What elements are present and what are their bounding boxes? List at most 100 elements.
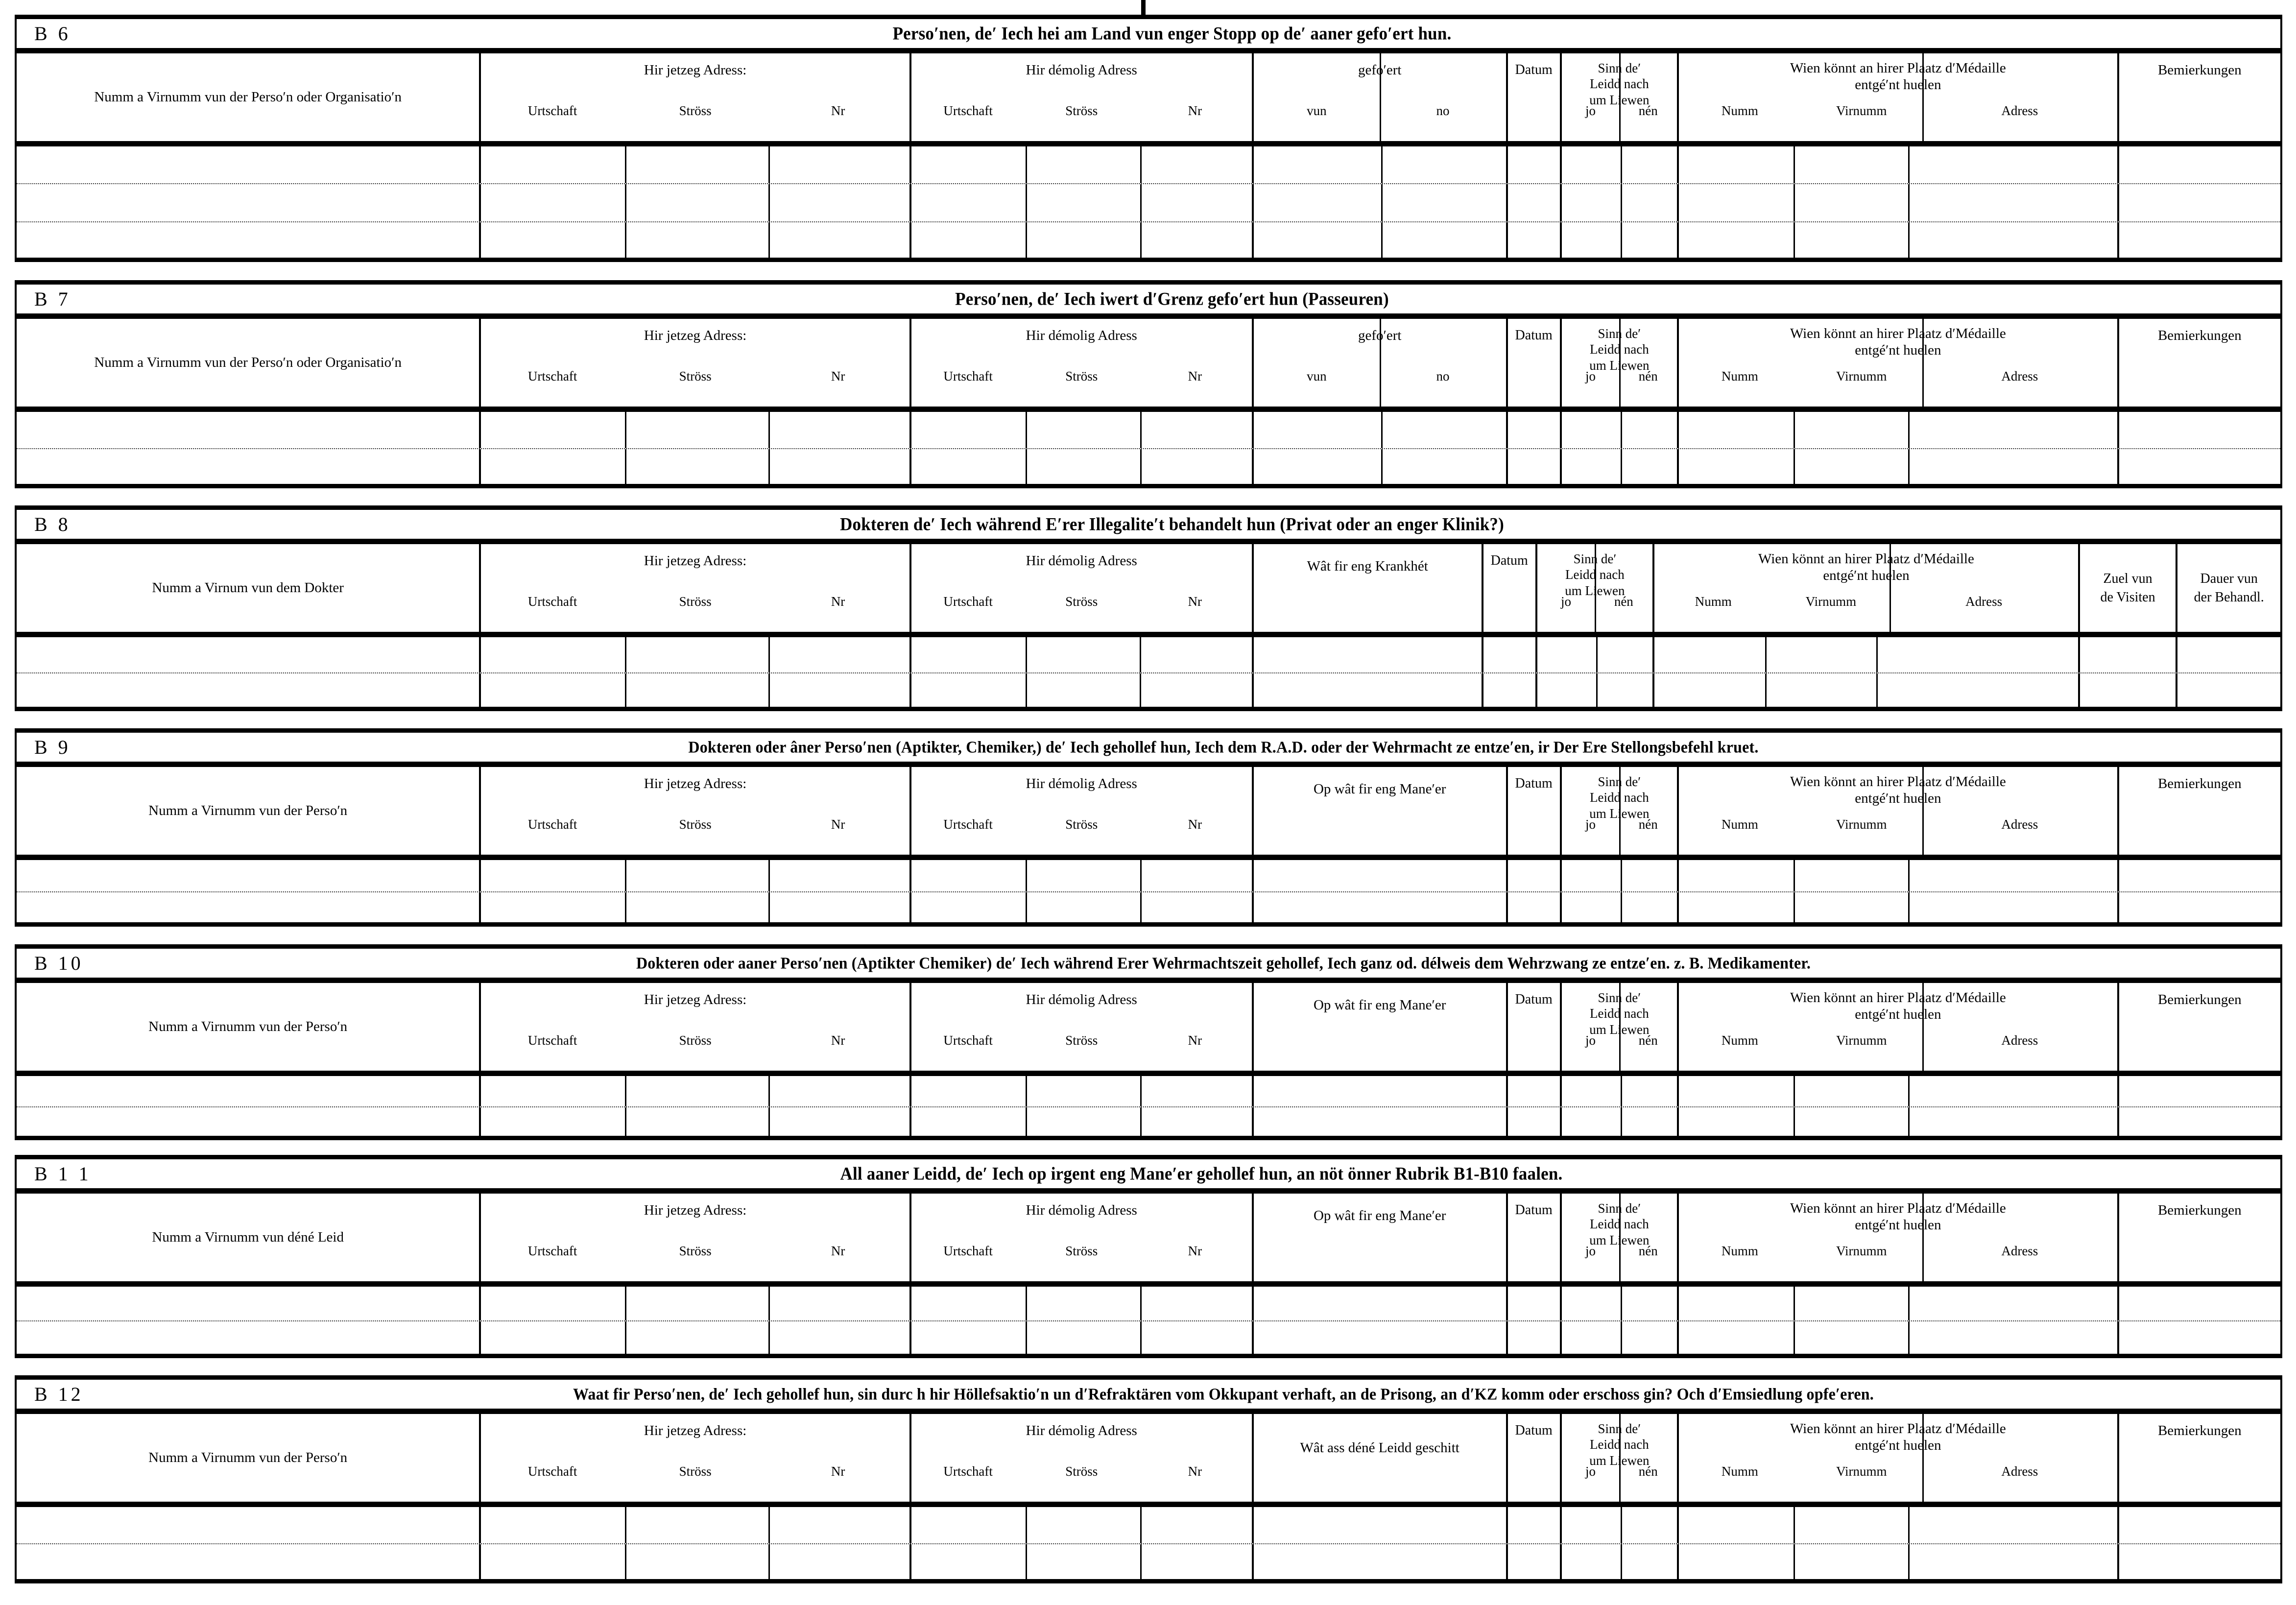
table-cell[interactable] <box>1679 1507 2119 1543</box>
table-cell[interactable] <box>1679 1544 2119 1581</box>
table-cell[interactable] <box>2119 1544 2280 1581</box>
table-row[interactable] <box>17 892 2280 925</box>
table-cell[interactable] <box>2119 1076 2280 1106</box>
table-cell[interactable] <box>1562 1076 1679 1106</box>
table-cell[interactable] <box>481 412 911 448</box>
table-cell[interactable] <box>1508 1107 1562 1138</box>
table-cell[interactable] <box>1562 449 1679 486</box>
table-row[interactable] <box>17 222 2280 260</box>
table-cell[interactable] <box>1254 1321 1508 1356</box>
table-cell[interactable] <box>1679 1321 2119 1356</box>
table-row[interactable] <box>17 1544 2280 1581</box>
table-cell[interactable] <box>17 892 481 925</box>
table-cell[interactable] <box>1483 637 1537 672</box>
table-cell[interactable] <box>17 146 481 184</box>
table-row[interactable] <box>17 1507 2280 1544</box>
table-cell[interactable] <box>911 673 1254 709</box>
table-cell[interactable] <box>1679 412 2119 448</box>
table-cell[interactable] <box>1254 892 1508 925</box>
table-cell[interactable] <box>1508 1507 1562 1543</box>
table-cell[interactable] <box>911 1544 1254 1581</box>
table-cell[interactable] <box>17 1287 481 1320</box>
table-cell[interactable] <box>481 1321 911 1356</box>
table-cell[interactable] <box>1537 637 1655 672</box>
table-row[interactable] <box>17 1076 2280 1107</box>
table-cell[interactable] <box>17 673 481 709</box>
table-cell[interactable] <box>911 637 1254 672</box>
table-cell[interactable] <box>911 1507 1254 1543</box>
table-cell[interactable] <box>1254 449 1508 486</box>
table-cell[interactable] <box>481 1287 911 1320</box>
table-cell[interactable] <box>481 892 911 925</box>
table-cell[interactable] <box>1508 449 1562 486</box>
table-cell[interactable] <box>2119 146 2280 183</box>
table-cell[interactable] <box>911 1287 1254 1320</box>
table-cell[interactable] <box>1254 1076 1508 1106</box>
table-cell[interactable] <box>1508 892 1562 925</box>
table-cell[interactable] <box>481 860 911 891</box>
table-row[interactable] <box>17 637 2280 673</box>
table-cell[interactable] <box>1679 146 2119 184</box>
table-cell[interactable] <box>1254 860 1508 891</box>
table-row[interactable] <box>17 449 2280 486</box>
table-cell[interactable] <box>1254 1507 1508 1543</box>
table-cell[interactable] <box>1562 892 1679 925</box>
table-cell[interactable] <box>911 1076 1254 1106</box>
table-cell[interactable] <box>1679 892 2119 925</box>
table-cell[interactable] <box>1508 1544 1562 1581</box>
table-row[interactable] <box>17 412 2280 449</box>
table-cell[interactable] <box>481 1507 911 1543</box>
table-cell[interactable] <box>2080 673 2178 709</box>
table-cell[interactable] <box>2119 412 2280 448</box>
table-cell[interactable] <box>1508 222 1562 260</box>
table-cell[interactable] <box>1679 222 2119 260</box>
table-cell[interactable] <box>1508 1287 1562 1320</box>
table-cell[interactable] <box>1508 412 1562 448</box>
table-cell[interactable] <box>1562 222 1679 260</box>
table-row[interactable] <box>17 673 2280 709</box>
table-cell[interactable] <box>1679 860 2119 891</box>
table-cell[interactable] <box>1679 1107 2119 1138</box>
table-cell[interactable] <box>1254 1107 1508 1138</box>
table-cell[interactable] <box>1254 1287 1508 1320</box>
table-cell[interactable] <box>1562 146 1679 184</box>
table-cell[interactable] <box>1654 673 2080 709</box>
table-cell[interactable] <box>481 1544 911 1581</box>
table-cell[interactable] <box>1508 146 1562 184</box>
table-cell[interactable] <box>1537 673 1655 709</box>
table-cell[interactable] <box>1254 412 1508 448</box>
table-cell[interactable] <box>17 1321 481 1356</box>
table-cell[interactable] <box>17 449 481 486</box>
table-cell[interactable] <box>17 860 481 891</box>
table-cell[interactable] <box>481 222 911 260</box>
table-cell[interactable] <box>1254 146 1508 184</box>
table-cell[interactable] <box>2119 860 2280 891</box>
table-cell[interactable] <box>1254 637 1483 672</box>
table-cell[interactable] <box>1562 860 1679 891</box>
table-cell[interactable] <box>17 184 481 221</box>
table-cell[interactable] <box>1254 222 1508 260</box>
table-cell[interactable] <box>1562 184 1679 221</box>
table-cell[interactable] <box>1562 412 1679 448</box>
table-cell[interactable] <box>17 637 481 672</box>
table-row[interactable] <box>17 1321 2280 1356</box>
table-cell[interactable] <box>481 637 911 672</box>
table-cell[interactable] <box>1562 1544 1679 1581</box>
table-cell[interactable] <box>1508 860 1562 891</box>
table-cell[interactable] <box>911 1107 1254 1138</box>
table-cell[interactable] <box>911 1321 1254 1356</box>
table-cell[interactable] <box>17 222 481 260</box>
table-cell[interactable] <box>17 412 481 448</box>
table-cell[interactable] <box>2119 222 2280 260</box>
table-cell[interactable] <box>17 1107 481 1138</box>
table-row[interactable] <box>17 146 2280 185</box>
table-cell[interactable] <box>1679 449 2119 486</box>
table-row[interactable] <box>17 184 2280 222</box>
table-cell[interactable] <box>17 1076 481 1106</box>
table-cell[interactable] <box>1254 1544 1508 1581</box>
table-cell[interactable] <box>1679 184 2119 221</box>
table-cell[interactable] <box>911 222 1254 260</box>
table-cell[interactable] <box>481 1107 911 1138</box>
table-cell[interactable] <box>1562 1107 1679 1138</box>
table-cell[interactable] <box>481 449 911 486</box>
